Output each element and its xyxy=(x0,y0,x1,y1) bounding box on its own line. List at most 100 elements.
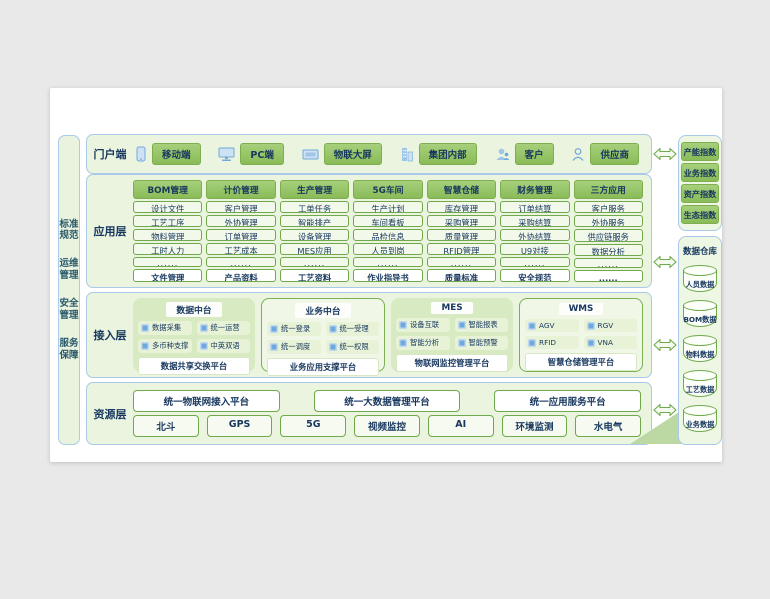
portal-items: 移动端 PC端 物联大屏 集团内部 xyxy=(133,135,651,173)
app-module: 数据分析 xyxy=(573,243,643,256)
portal-layer: 门户端 移动端 PC端 物联大屏 xyxy=(86,134,652,174)
column-header: 智慧仓储 xyxy=(426,180,497,199)
ellipsis: ...... xyxy=(500,257,570,267)
panel-title: WMS xyxy=(558,303,604,315)
panel-item: 统一运营 xyxy=(196,321,250,335)
resource-item-row: 北斗 GPS 5G 视频监控 AI 环境监测 水电气 xyxy=(133,415,642,437)
panel-item: 中英双语 xyxy=(196,339,250,353)
column-footer: 产品资料 xyxy=(206,269,276,282)
app-module: 工单任务 xyxy=(279,201,350,213)
app-module: 车间看板 xyxy=(353,215,423,227)
portal-item-pc: PC端 xyxy=(218,143,284,165)
panel-platform-label: 物联网监控管理平台 xyxy=(396,354,508,372)
app-module: 外协结算 xyxy=(500,229,570,241)
panel-item: 智能预警 xyxy=(454,336,508,350)
language-icon xyxy=(199,342,208,350)
app-module: RFID管理 xyxy=(426,243,497,255)
portal-item-iot-screen: 物联大屏 xyxy=(302,143,382,165)
supplier-icon xyxy=(571,147,585,162)
access-layer: 接入层 数据中台 数据采集 统一运营 多币种支撑 中英双语 数据共享交换平台 业… xyxy=(86,292,652,378)
app-module: 供应链服务 xyxy=(573,229,643,242)
app-column-5g-workshop: 5G车间 生产计划 车间看板 品检信息 人员到岗 ...... 作业指导书 xyxy=(353,180,423,282)
app-module: 订单结算 xyxy=(500,201,570,213)
clipboard-icon xyxy=(328,325,337,333)
double-arrow-icon xyxy=(653,255,677,269)
analysis-icon xyxy=(399,339,407,347)
access-panel-data-platform: 数据中台 数据采集 统一运营 多币种支撑 中英双语 数据共享交换平台 xyxy=(133,298,255,375)
column-footer: 安全规范 xyxy=(500,269,570,282)
app-module: 外协服务 xyxy=(573,215,643,228)
database-cylinder: BOM数据 xyxy=(683,300,717,327)
app-module: 人员到岗 xyxy=(353,243,423,255)
app-module: U9对接 xyxy=(500,243,570,255)
ellipsis: ...... xyxy=(279,257,350,267)
vna-icon xyxy=(586,338,595,347)
rgv-icon xyxy=(586,321,595,330)
data-collect-icon xyxy=(141,324,149,332)
portal-item-label: 移动端 xyxy=(152,143,201,165)
panel-item: AGV xyxy=(525,319,579,332)
double-arrow-icon xyxy=(653,338,677,352)
left-bar-item-standards: 标准规范 xyxy=(59,218,79,242)
left-bar-item-security: 安全管理 xyxy=(59,298,79,321)
schedule-icon xyxy=(270,343,278,351)
app-module: 设备管理 xyxy=(279,229,350,241)
column-header: 计价管理 xyxy=(206,180,276,199)
panel-title: MES xyxy=(431,302,473,314)
resource-layer-label: 资源层 xyxy=(93,407,127,421)
double-arrow-icon xyxy=(653,147,677,161)
portal-layer-label: 门户端 xyxy=(93,148,127,161)
panel-item: 统一登录 xyxy=(267,322,321,336)
resource-item: 水电气 xyxy=(575,415,642,437)
app-module: 工时人力 xyxy=(133,243,203,255)
data-warehouse-title: 数据仓库 xyxy=(682,247,717,257)
column-header: 财务管理 xyxy=(500,180,570,199)
panel-item: 统一调度 xyxy=(267,340,321,354)
monitor-icon xyxy=(218,147,235,162)
resource-item: GPS xyxy=(206,415,273,437)
panel-item: 智能分析 xyxy=(396,336,450,350)
portal-item-mobile: 移动端 xyxy=(135,143,201,165)
ellipsis: ...... xyxy=(206,257,276,267)
index-item: 生态指数 xyxy=(681,205,719,224)
unified-platform-row: 统一物联网接入平台 统一大数据管理平台 统一应用服务平台 xyxy=(133,390,642,412)
application-layer-label: 应用层 xyxy=(93,225,127,238)
column-footer: 质量标准 xyxy=(426,269,497,282)
resource-item: 北斗 xyxy=(133,415,199,437)
index-panel: 产能指数 业务指数 资产指数 生态指数 xyxy=(678,135,722,231)
ellipsis: ...... xyxy=(133,257,203,267)
access-panels: 数据中台 数据采集 统一运营 多币种支撑 中英双语 数据共享交换平台 业务中台 … xyxy=(133,293,651,377)
alert-icon xyxy=(457,339,466,347)
panel-item: 统一受理 xyxy=(325,322,379,336)
portal-item-label: 供应商 xyxy=(590,143,639,165)
index-item: 资产指数 xyxy=(681,184,719,203)
database-cylinder: 人员数据 xyxy=(683,265,717,292)
device-link-icon xyxy=(399,321,407,329)
app-module: 采购管理 xyxy=(426,215,497,227)
app-module: 客户管理 xyxy=(206,201,276,213)
portal-item-label: 客户 xyxy=(514,143,554,165)
access-layer-label: 接入层 xyxy=(93,329,127,342)
report-icon xyxy=(457,321,466,329)
ellipsis: ...... xyxy=(426,257,497,267)
app-column-bom: BOM管理 设计文件 工艺工序 物料管理 工时人力 ...... 文件管理 xyxy=(133,180,203,282)
panel-item: RFID xyxy=(525,336,579,349)
currency-icon xyxy=(141,342,149,350)
building-icon xyxy=(400,147,414,162)
index-item: 产能指数 xyxy=(681,142,719,161)
portal-item-customer: 客户 xyxy=(495,143,554,165)
access-panel-mes: MES 设备互联 智能报表 智能分析 智能预警 物联网监控管理平台 xyxy=(391,298,513,372)
app-module: 外协管理 xyxy=(206,215,276,227)
resource-item: AI xyxy=(427,415,494,437)
app-column-pricing: 计价管理 客户管理 外协管理 订单管理 工艺成本 ...... 产品资料 xyxy=(206,180,276,282)
portal-item-supplier: 供应商 xyxy=(571,143,639,165)
app-module: 生产计划 xyxy=(353,201,423,213)
database-cylinder: 物料数据 xyxy=(683,335,717,362)
app-module: 智能排产 xyxy=(279,215,350,227)
left-guarantee-bar: 标准规范 运维管理 安全管理 服务保障 xyxy=(58,135,80,445)
panel-item: 数据采集 xyxy=(138,321,192,335)
column-header: BOM管理 xyxy=(133,180,203,199)
app-column-thirdparty: 三方应用 客户服务 外协服务 供应链服务 数据分析 ...... ...... xyxy=(573,180,643,282)
portal-item-group: 集团内部 xyxy=(400,143,477,165)
platform-item: 统一应用服务平台 xyxy=(494,390,642,412)
